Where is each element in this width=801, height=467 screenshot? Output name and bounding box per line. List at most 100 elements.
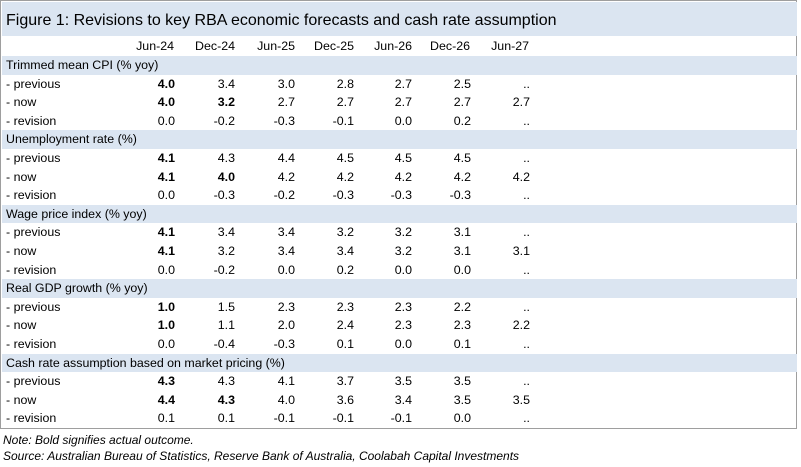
table-cell: 0.1 [453, 336, 471, 351]
table-row: - previous 1.0 1.5 2.3 2.3 2.3 2.2.. [2, 298, 797, 317]
table-cell: -0.1 [332, 411, 354, 426]
row-label: - now [6, 95, 37, 110]
table-cell: 3.7 [336, 374, 354, 389]
section-header-row: Wage price index (% yoy) [2, 204, 797, 224]
table-row: - now 4.1 4.0 4.2 4.2 4.2 4.2 4.2 [2, 168, 797, 187]
table-cell: -0.3 [273, 336, 295, 351]
row-label: - revision [6, 336, 57, 351]
table-cell: .. [523, 374, 530, 389]
table-cell: -0.1 [273, 411, 295, 426]
table-row: - previous 4.0 3.4 3.0 2.8 2.7 2.5.. [2, 75, 797, 94]
table-cell: 3.4 [394, 392, 412, 407]
table-cell: 3.4 [217, 225, 235, 240]
table-cell: 0.0 [453, 411, 471, 426]
table-row: - revision 0.0 -0.2 0.0 0.2 0.0 0.0.. [2, 261, 797, 280]
table-cell: 3.1 [512, 243, 530, 258]
table-cell: 2.7 [394, 95, 412, 110]
table-cell: 2.7 [453, 95, 471, 110]
table-cell: 4.5 [453, 150, 471, 165]
table-cell: 3.5 [453, 374, 471, 389]
section-label: Cash rate assumption based on market pri… [6, 355, 285, 370]
table-cell: 4.4 [277, 150, 295, 165]
table-row: - revision 0.0 -0.3 -0.2 -0.3 -0.3 -0.3.. [2, 186, 797, 205]
table-cell: 2.0 [277, 318, 295, 333]
table-cell: 0.0 [394, 262, 412, 277]
table-cell: 3.2 [217, 243, 235, 258]
table-cell: 0.0 [394, 336, 412, 351]
section-header-row: Real GDP growth (% yoy) [2, 279, 797, 298]
table-cell: 4.3 [217, 392, 235, 407]
table-cell: 4.2 [336, 169, 354, 184]
table-cell: 3.4 [277, 225, 295, 240]
row-label: - previous [6, 76, 61, 91]
row-label: - revision [6, 113, 57, 128]
table-cell: 4.3 [157, 374, 175, 389]
table-cell: 4.0 [277, 392, 295, 407]
table-cell: .. [523, 225, 530, 240]
table-cell: 0.1 [157, 411, 175, 426]
table-cell: 0.1 [217, 411, 235, 426]
table-cell: 2.8 [336, 76, 354, 91]
column-header: Jun-27 [491, 39, 529, 53]
column-header: Jun-24 [136, 39, 174, 53]
table-cell: 4.5 [336, 150, 354, 165]
table-cell: -0.2 [213, 262, 235, 277]
column-header: Dec-24 [195, 39, 235, 53]
table-cell: 4.2 [512, 169, 530, 184]
table-row: - now 1.0 1.1 2.0 2.4 2.3 2.3 2.2 [2, 316, 797, 335]
table-source: Source: Australian Bureau of Statistics,… [3, 449, 520, 463]
table-cell: 2.3 [277, 299, 295, 314]
table-cell: 3.5 [512, 392, 530, 407]
table-cell: 3.5 [453, 392, 471, 407]
table-row: - revision 0.0 -0.4 -0.3 0.1 0.0 0.1.. [2, 335, 797, 354]
section-label: Wage price index (% yoy) [6, 206, 147, 221]
table-cell: -0.1 [332, 113, 354, 128]
table-cell: 4.1 [157, 150, 175, 165]
table-cell: 4.1 [277, 374, 295, 389]
table-cell: 2.2 [453, 299, 471, 314]
table-cell: 3.1 [453, 225, 471, 240]
table-cell: .. [523, 76, 530, 91]
row-label: - previous [6, 225, 61, 240]
table-cell: 0.0 [157, 336, 175, 351]
table-cell: 4.3 [217, 374, 235, 389]
row-label: - previous [6, 374, 61, 389]
row-label: - now [6, 169, 37, 184]
table-cell: 0.0 [453, 262, 471, 277]
table-cell: 2.2 [512, 318, 530, 333]
section-label: Trimmed mean CPI (% yoy) [6, 58, 159, 72]
table-cell: 3.2 [394, 225, 412, 240]
section-header-row: Cash rate assumption based on market pri… [2, 353, 797, 373]
section-header-row: Trimmed mean CPI (% yoy) [2, 56, 797, 75]
row-label: - now [6, 318, 37, 333]
column-header-row: Jun-24 Dec-24 Jun-25 Dec-25 Jun-26 Dec-2… [1, 37, 798, 55]
table-cell: 4.2 [394, 169, 412, 184]
column-header: Jun-26 [374, 39, 412, 53]
table-cell: -0.3 [273, 113, 295, 128]
table-cell: 4.1 [157, 225, 175, 240]
table-row: - now 4.0 3.2 2.7 2.7 2.7 2.7 2.7 [2, 93, 797, 112]
table-cell: .. [523, 299, 530, 314]
table-cell: 2.7 [394, 76, 412, 91]
table-row: - revision 0.0 -0.2 -0.3 -0.1 0.0 0.2.. [2, 112, 797, 131]
table-cell: .. [523, 262, 530, 277]
section-header-row: Unemployment rate (%) [2, 130, 797, 149]
table-cell: 1.5 [217, 299, 235, 314]
table-cell: 2.7 [336, 95, 354, 110]
table-row: - previous 4.1 4.3 4.4 4.5 4.5 4.5.. [2, 149, 797, 168]
table-cell: 4.0 [217, 169, 235, 184]
table-cell: 3.2 [394, 243, 412, 258]
table-cell: 2.5 [453, 76, 471, 91]
table-cell: 3.6 [336, 392, 354, 407]
table-cell: 2.7 [512, 95, 530, 110]
table-cell: -0.4 [213, 336, 235, 351]
table-cell: 2.3 [336, 299, 354, 314]
forecast-table: Figure 1: Revisions to key RBA economic … [0, 0, 797, 429]
table-cell: 4.0 [157, 95, 175, 110]
table-cell: 4.1 [157, 243, 175, 258]
row-label: - revision [6, 411, 57, 426]
table-row: - previous 4.3 4.3 4.1 3.7 3.5 3.5.. [2, 372, 797, 391]
table-cell: 1.0 [157, 318, 175, 333]
table-cell: 3.1 [453, 243, 471, 258]
table-cell: .. [523, 150, 530, 165]
